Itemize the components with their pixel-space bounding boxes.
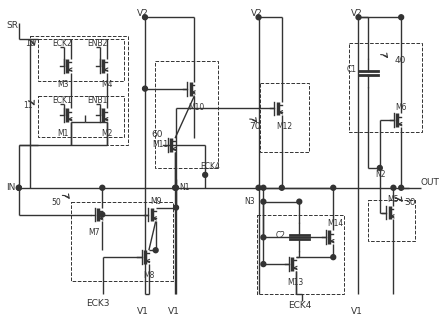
Text: M5: M5 [388, 195, 399, 204]
Circle shape [399, 15, 404, 20]
Text: 11: 11 [23, 100, 32, 109]
Text: N2: N2 [375, 170, 385, 179]
Text: V2: V2 [351, 9, 362, 18]
Text: SR: SR [6, 21, 18, 30]
Bar [349, 43, 422, 132]
Text: M9: M9 [150, 197, 161, 206]
Text: M1: M1 [58, 129, 69, 138]
Circle shape [261, 235, 266, 240]
Text: 70: 70 [249, 122, 260, 131]
Bar [368, 200, 415, 241]
Bar [256, 214, 344, 294]
Text: M14: M14 [327, 220, 344, 229]
Bar [260, 83, 309, 152]
Circle shape [143, 86, 148, 91]
Text: 60: 60 [152, 130, 163, 139]
Circle shape [143, 15, 148, 20]
Circle shape [174, 205, 179, 210]
Text: C1: C1 [347, 65, 357, 74]
Text: ECK2: ECK2 [52, 39, 72, 48]
Text: M2: M2 [101, 129, 113, 138]
Text: ECK1: ECK1 [52, 96, 72, 105]
Circle shape [331, 185, 336, 190]
Circle shape [261, 185, 266, 190]
Text: V2: V2 [137, 9, 149, 18]
Circle shape [173, 185, 178, 190]
Circle shape [297, 199, 302, 204]
Circle shape [256, 15, 261, 20]
Text: M12: M12 [276, 122, 292, 131]
Bar [38, 39, 124, 81]
Text: M6: M6 [395, 102, 407, 111]
Circle shape [261, 199, 266, 204]
Text: ENB1: ENB1 [87, 96, 107, 105]
Text: ECK4: ECK4 [200, 162, 220, 171]
Circle shape [16, 185, 21, 190]
Text: V2: V2 [251, 9, 263, 18]
Text: V1: V1 [351, 307, 363, 316]
Circle shape [331, 255, 336, 260]
Text: ECK4: ECK4 [288, 301, 311, 310]
Circle shape [256, 185, 261, 190]
Text: ENB2: ENB2 [87, 39, 107, 48]
Bar [31, 36, 128, 145]
Text: M8: M8 [143, 271, 155, 280]
Bar [38, 96, 124, 137]
Circle shape [280, 185, 284, 190]
Text: N3: N3 [244, 197, 255, 206]
Circle shape [377, 166, 382, 170]
Circle shape [203, 172, 208, 177]
Text: 30: 30 [404, 198, 416, 207]
Text: M3: M3 [58, 80, 69, 89]
Text: 40: 40 [394, 56, 406, 65]
Text: M10: M10 [189, 102, 205, 111]
Circle shape [356, 15, 361, 20]
Text: V1: V1 [137, 307, 149, 316]
Circle shape [261, 261, 266, 267]
Text: V1: V1 [168, 307, 180, 316]
Circle shape [399, 185, 404, 190]
Bar [71, 202, 173, 281]
Text: OUT: OUT [420, 178, 439, 187]
Bar [155, 61, 218, 168]
Text: 50: 50 [52, 198, 62, 207]
Text: M11: M11 [152, 140, 168, 149]
Text: 12: 12 [26, 39, 35, 48]
Text: M4: M4 [101, 80, 113, 89]
Text: M13: M13 [288, 278, 304, 287]
Text: ECK3: ECK3 [86, 299, 109, 308]
Circle shape [100, 185, 105, 190]
Circle shape [100, 212, 105, 217]
Text: C2: C2 [276, 232, 286, 241]
Text: M7: M7 [89, 228, 100, 237]
Circle shape [391, 185, 396, 190]
Circle shape [153, 248, 158, 253]
Text: N1: N1 [179, 183, 190, 192]
Circle shape [174, 185, 179, 190]
Circle shape [16, 185, 21, 190]
Text: IN: IN [6, 183, 16, 192]
